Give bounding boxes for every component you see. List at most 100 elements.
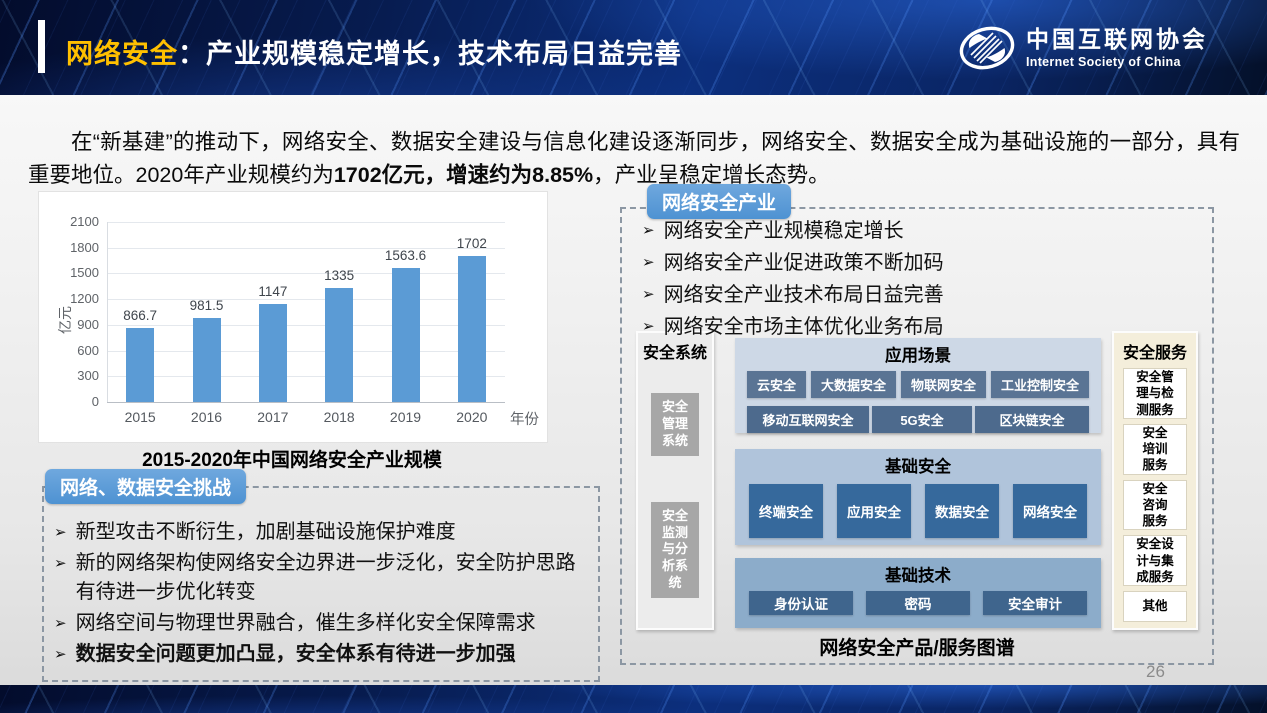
- chart-card: 0 300 600 900 1200 1500 1800 2100 866.7 2015 981.5…: [38, 191, 548, 443]
- diagram-app-scenarios-panel: 应用场景 云安全 大数据安全 物联网安全 工业控制安全 移动互联网安全 5G安全 区块链安…: [735, 338, 1101, 433]
- chart-bar: [325, 287, 354, 402]
- chart-gridline: [107, 299, 505, 301]
- arrow-bullet-icon: ➢: [642, 286, 655, 303]
- x-tick-label: 2015: [124, 409, 156, 425]
- y-tick-label: 1200: [70, 291, 99, 307]
- diagram-box: 安全审计: [983, 591, 1087, 615]
- bar-value-label: 1563.6: [384, 247, 427, 263]
- diagram-box: 大数据安全: [810, 371, 896, 398]
- services-column-title: 安全服务: [1122, 345, 1187, 362]
- arrow-bullet-icon: ➢: [642, 318, 655, 335]
- industry-panel-border: [620, 207, 1214, 665]
- diagram-box: 云安全: [747, 371, 807, 398]
- diagram-box: 5G安全: [872, 406, 972, 433]
- bullet-item: ➢ 网络安全产业促进政策不断加码: [642, 250, 1198, 276]
- app-scenarios-title: 应用场景: [885, 347, 951, 365]
- y-tick-label: 2100: [70, 214, 99, 229]
- diagram-box: 应用安全: [837, 484, 911, 538]
- challenges-panel-border: [42, 486, 600, 682]
- diagram-basic-tech-panel: 基础技术 身份认证 密码 安全审计: [735, 558, 1101, 628]
- diagram-box: 终端安全: [749, 484, 823, 538]
- intro-segment: 1702亿元，增速约为8.85%: [333, 162, 594, 187]
- diagram-box: 工业控制安全: [990, 371, 1089, 398]
- arrow-bullet-icon: ➢: [54, 615, 67, 632]
- arrow-bullet-icon: ➢: [642, 254, 655, 271]
- intro-paragraph: 在“新基建”的推动下，网络安全、数据安全建设与信息化建设逐渐同步，网络安全、数据…: [28, 126, 1240, 192]
- x-tick-label: 2016: [190, 409, 223, 425]
- bullet-text: 新型攻击不断衍生，加剧基础设施保护难度: [75, 521, 456, 543]
- y-axis-line: [107, 222, 108, 402]
- challenges-badge: 网络、数据安全挑战: [45, 469, 247, 504]
- page-title-highlight: 网络安全: [66, 39, 178, 69]
- isc-logo-icon: [959, 26, 1015, 70]
- bullet-text: 数据安全问题更加凸显，安全体系有待进一步加强: [75, 643, 516, 665]
- footer-band: [0, 685, 1267, 713]
- diagram-services-column: 安全服务 安全管 理与检 测服务 安全 培训 服务 安全 咨询 服务 安全设 计与集 …: [1112, 331, 1198, 630]
- bar-value-label: 1335: [324, 267, 355, 283]
- chart-gridline: [107, 324, 505, 326]
- diagram-box: 密码: [866, 591, 970, 615]
- challenges-bullet-list: ➢ 新型攻击不断衍生，加剧基础设施保护难度 ➢ 新的网络架构使网络安全边界进一步泛化，…: [54, 518, 590, 669]
- bar-value-label: 1147: [258, 283, 288, 299]
- diagram-box: 物联网安全: [900, 371, 986, 398]
- y-tick-label: 0: [91, 394, 99, 409]
- diagram-box: 网络安全: [1013, 484, 1087, 538]
- diagram-box: 数据安全: [925, 484, 999, 538]
- chart-bar: [126, 327, 155, 402]
- x-tick-label: 2018: [323, 409, 355, 425]
- bullet-text: 网络安全市场主体优化业务布局: [663, 316, 944, 338]
- chart-y-axis-title: 亿元: [57, 306, 73, 334]
- bullet-item: ➢ 数据安全问题更加凸显，安全体系有待进一步加强: [54, 640, 590, 669]
- header-band: 网络安全：产业规模稳定增长，技术布局日益完善 中国互联网协会 Internet …: [0, 0, 1267, 95]
- systems-box: 安全 监测 与分 析系 统: [651, 501, 699, 599]
- logo-text: 中国互联网协会 Internet Society of China: [1026, 27, 1208, 68]
- title-accent-bar: [38, 20, 45, 73]
- chart-plot: 0 300 600 900 1200 1500 1800 2100 866.7 2015 981.5…: [39, 192, 547, 442]
- chart-bar: [258, 303, 287, 402]
- bullet-text: 新的网络架构使网络安全边界进一步泛化，安全防护思路有待进一步优化转变: [75, 552, 576, 603]
- industry-badge: 网络安全产业: [647, 184, 792, 219]
- arrow-bullet-icon: ➢: [54, 524, 67, 541]
- bullet-text: 网络安全产业技术布局日益完善: [663, 284, 944, 306]
- service-box: 其他: [1123, 591, 1187, 622]
- chart-gridline: [107, 376, 505, 378]
- app-scenarios-row2: 移动互联网安全 5G安全 区块链安全: [735, 406, 1101, 433]
- y-tick-label: 1500: [70, 265, 99, 281]
- bar-value-label: 1702: [456, 236, 487, 252]
- systems-column-title: 安全系统: [642, 345, 707, 362]
- industry-bullet-list: ➢ 网络安全产业规模稳定增长 ➢ 网络安全产业促进政策不断加码 ➢ 网络安全产业技术布局日…: [642, 218, 1198, 340]
- diagram-box: 身份认证: [749, 591, 853, 615]
- logo-text-en: Internet Society of China: [1026, 54, 1181, 69]
- service-box: 安全 咨询 服务: [1123, 479, 1187, 531]
- chart-bar: [391, 267, 420, 402]
- basic-security-title: 基础安全: [885, 458, 951, 476]
- bullet-text: 网络安全产业促进政策不断加码: [663, 252, 944, 274]
- bullet-item: ➢ 网络安全市场主体优化业务布局: [642, 314, 1198, 340]
- basic-tech-row: 身份认证 密码 安全审计: [735, 591, 1101, 615]
- service-box: 安全设 计与集 成服务: [1123, 535, 1187, 586]
- bullet-item: ➢ 网络空间与物理世界融合，催生多样化安全保障需求: [54, 609, 590, 638]
- bullet-item: ➢ 网络安全产业技术布局日益完善: [642, 282, 1198, 308]
- service-box: 安全 培训 服务: [1123, 423, 1187, 475]
- intro-segment: ，产业呈稳定增长态势。: [593, 162, 830, 187]
- diagram-caption: 网络安全产品/服务图谱: [819, 638, 1015, 659]
- page-number: 26: [1146, 662, 1165, 681]
- y-tick-label: 300: [77, 368, 99, 384]
- arrow-bullet-icon: ➢: [54, 555, 67, 572]
- diagram-box: 区块链安全: [975, 406, 1089, 433]
- chart-gridline: [107, 273, 505, 275]
- x-axis-line: [107, 402, 505, 403]
- chart-gridline: [107, 247, 505, 249]
- app-scenarios-row1: 云安全 大数据安全 物联网安全 工业控制安全: [735, 371, 1101, 398]
- diagram-systems-column: 安全系统 安全 管理 系统 安全 监测 与分 析系 统: [636, 331, 714, 630]
- basic-tech-title: 基础技术: [885, 567, 951, 585]
- x-tick-label: 2019: [389, 409, 422, 425]
- y-tick-label: 1800: [70, 239, 99, 255]
- arrow-bullet-icon: ➢: [642, 222, 655, 239]
- diagram-box: 移动互联网安全: [747, 406, 869, 433]
- page-title: 网络安全：产业规模稳定增长，技术布局日益完善: [66, 32, 682, 71]
- bullet-item: ➢ 新的网络架构使网络安全边界进一步泛化，安全防护思路有待进一步优化转变: [54, 549, 590, 607]
- chart-bar: [192, 317, 221, 402]
- service-box: 安全管 理与检 测服务: [1123, 368, 1187, 419]
